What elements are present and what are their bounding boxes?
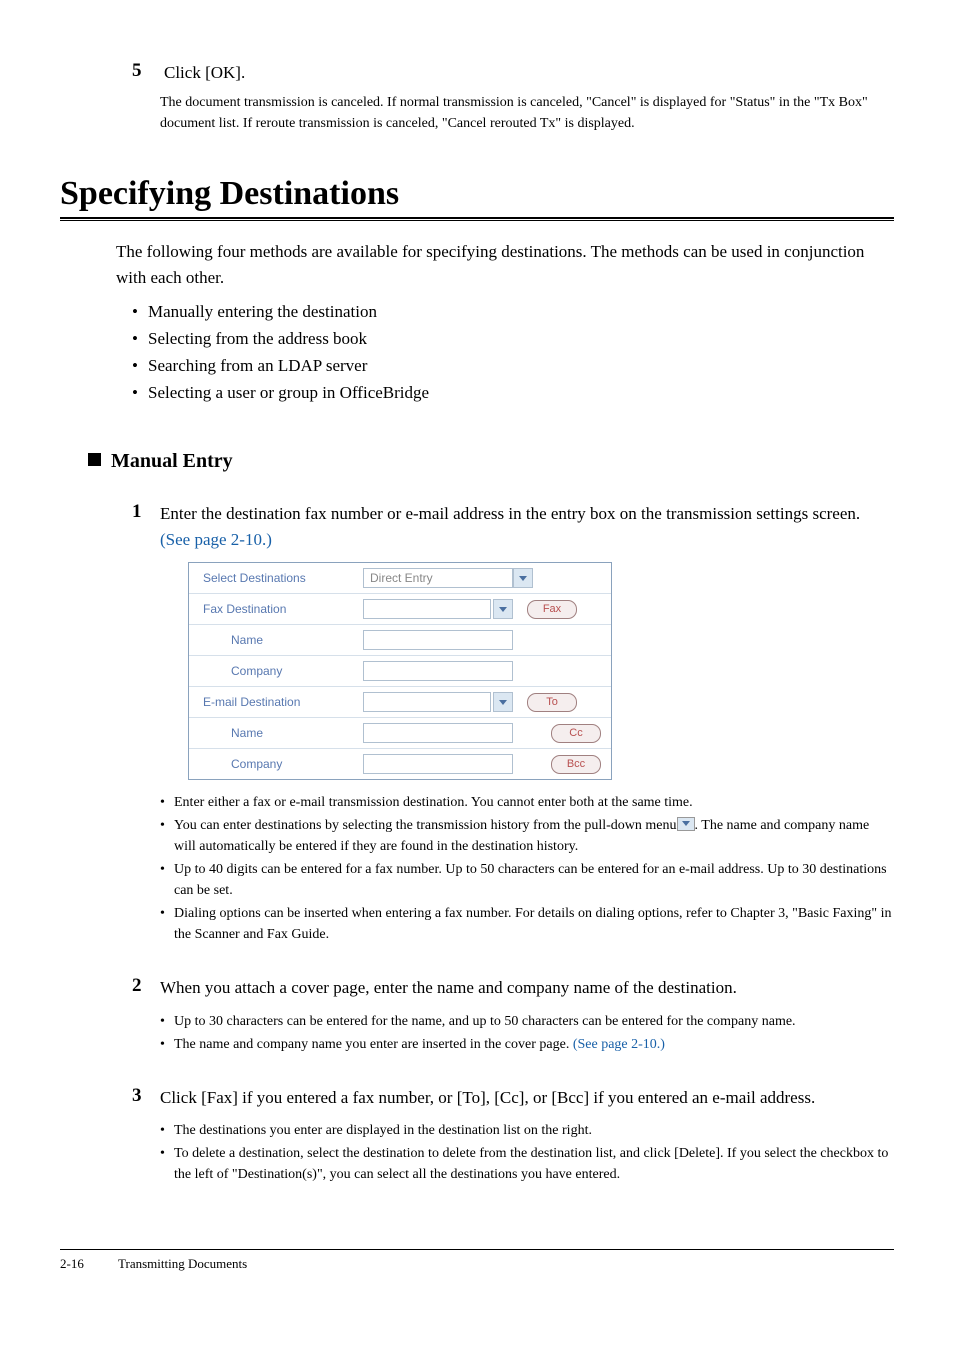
- note-text: The name and company name you enter are …: [174, 1037, 573, 1052]
- subsection-title: Manual Entry: [111, 450, 233, 472]
- subsection-heading: Manual Entry: [88, 450, 894, 473]
- intro-bullet-list: •Manually entering the destination •Sele…: [132, 298, 894, 407]
- step-5-number: 5: [132, 60, 160, 82]
- step-1-note: You can enter destinations by selecting …: [174, 815, 894, 857]
- step-2-note: The name and company name you enter are …: [174, 1034, 894, 1055]
- step-3-title: Click [Fax] if you entered a fax number,…: [160, 1085, 815, 1111]
- name-label: Name: [203, 726, 363, 740]
- intro-bullet: Searching from an LDAP server: [148, 352, 367, 379]
- intro-text: The following four methods are available…: [116, 239, 894, 292]
- to-button[interactable]: To: [527, 693, 577, 712]
- bullet-dot: •: [132, 352, 148, 379]
- square-bullet-icon: [88, 453, 101, 466]
- section-heading: Specifying Destinations: [60, 175, 894, 213]
- cc-button[interactable]: Cc: [551, 724, 601, 743]
- page-footer: 2-16 Transmitting Documents: [60, 1249, 894, 1272]
- email-destination-input[interactable]: [363, 692, 491, 712]
- step-2-title: When you attach a cover page, enter the …: [160, 975, 737, 1001]
- bullet-dot: •: [160, 792, 174, 813]
- bullet-dot: •: [160, 1034, 174, 1055]
- email-name-input[interactable]: [363, 723, 513, 743]
- fax-company-input[interactable]: [363, 661, 513, 681]
- email-destination-label: E-mail Destination: [203, 695, 363, 709]
- fax-button[interactable]: Fax: [527, 600, 577, 619]
- step-1: 1 Enter the destination fax number or e-…: [132, 501, 894, 945]
- bullet-dot: •: [160, 903, 174, 945]
- chevron-down-icon[interactable]: [513, 568, 533, 588]
- bullet-dot: •: [132, 379, 148, 406]
- company-label: Company: [203, 664, 363, 678]
- select-destinations-label: Select Destinations: [203, 571, 363, 585]
- step-2-note: Up to 30 characters can be entered for t…: [174, 1011, 894, 1032]
- bullet-dot: •: [160, 1011, 174, 1032]
- note-text: You can enter destinations by selecting …: [174, 818, 677, 833]
- bullet-dot: •: [160, 859, 174, 901]
- step-5-note: The document transmission is canceled. I…: [160, 92, 894, 135]
- step-2: 2 When you attach a cover page, enter th…: [132, 975, 894, 1055]
- step-1-title: Enter the destination fax number or e-ma…: [160, 501, 894, 552]
- step-5: 5 Click [OK]. The document transmission …: [132, 60, 894, 135]
- page-number: 2-16: [60, 1256, 118, 1272]
- step-2-number: 2: [132, 975, 160, 1001]
- bullet-dot: •: [160, 1143, 174, 1185]
- step-5-title: Click [OK].: [164, 63, 245, 82]
- step-1-number: 1: [132, 501, 160, 552]
- chevron-down-icon: [677, 817, 695, 831]
- bcc-button[interactable]: Bcc: [551, 755, 601, 774]
- intro-bullet: Selecting a user or group in OfficeBridg…: [148, 379, 429, 406]
- see-page-link[interactable]: (See page 2-10.): [160, 530, 272, 549]
- heading-rule-thick: [60, 217, 894, 219]
- intro-bullet: Manually entering the destination: [148, 298, 377, 325]
- bullet-dot: •: [160, 1120, 174, 1141]
- step-3-note: The destinations you enter are displayed…: [174, 1120, 894, 1141]
- step-3-note: To delete a destination, select the dest…: [174, 1143, 894, 1185]
- step-3-number: 3: [132, 1085, 160, 1111]
- see-page-link[interactable]: (See page 2-10.): [573, 1037, 665, 1052]
- heading-rule-thin: [60, 220, 894, 221]
- step-1-note: Enter either a fax or e-mail transmissio…: [174, 792, 894, 813]
- step-1-title-text: Enter the destination fax number or e-ma…: [160, 504, 860, 523]
- direct-entry-dropdown[interactable]: Direct Entry: [363, 568, 513, 588]
- step-1-note: Up to 40 digits can be entered for a fax…: [174, 859, 894, 901]
- chevron-down-icon[interactable]: [493, 599, 513, 619]
- footer-title: Transmitting Documents: [118, 1256, 247, 1272]
- chevron-down-icon[interactable]: [493, 692, 513, 712]
- name-label: Name: [203, 633, 363, 647]
- direct-entry-label: Direct Entry: [370, 571, 433, 585]
- step-1-notes: •Enter either a fax or e-mail transmissi…: [160, 792, 894, 945]
- step-3: 3 Click [Fax] if you entered a fax numbe…: [132, 1085, 894, 1186]
- fax-destination-label: Fax Destination: [203, 602, 363, 616]
- company-label: Company: [203, 757, 363, 771]
- fax-destination-input[interactable]: [363, 599, 491, 619]
- bullet-dot: •: [160, 815, 174, 857]
- email-company-input[interactable]: [363, 754, 513, 774]
- step-1-note: Dialing options can be inserted when ent…: [174, 903, 894, 945]
- step-2-notes: •Up to 30 characters can be entered for …: [160, 1011, 894, 1055]
- intro-bullet: Selecting from the address book: [148, 325, 367, 352]
- step-3-notes: •The destinations you enter are displaye…: [160, 1120, 894, 1185]
- bullet-dot: •: [132, 298, 148, 325]
- bullet-dot: •: [132, 325, 148, 352]
- fax-name-input[interactable]: [363, 630, 513, 650]
- destination-screenshot: Select Destinations Direct Entry Fax Des…: [188, 562, 612, 780]
